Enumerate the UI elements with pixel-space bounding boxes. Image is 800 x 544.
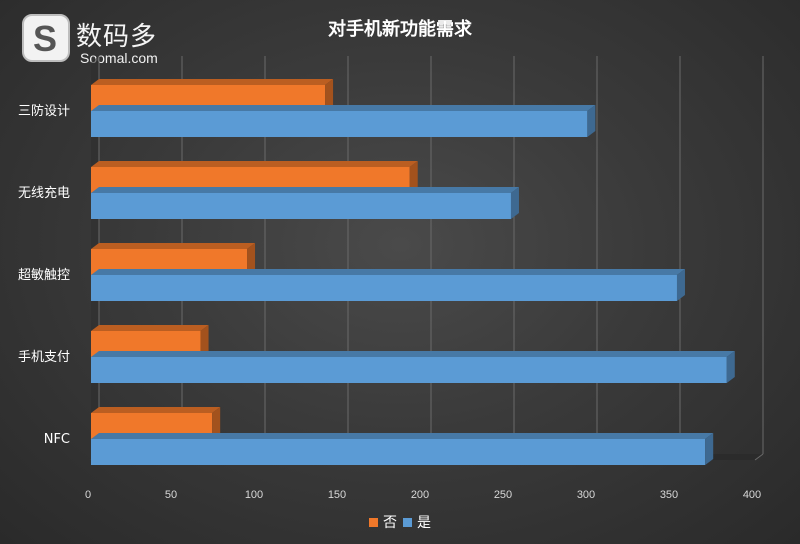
bar-end	[587, 105, 596, 137]
bar-是-三防设计	[91, 111, 588, 137]
chart-legend: 否是	[0, 512, 800, 532]
bar-top	[91, 243, 256, 249]
bar-top	[91, 433, 714, 439]
bar-top	[91, 105, 596, 111]
bar-top	[91, 351, 735, 357]
x-tick-label: 50	[165, 489, 177, 501]
bar-是-手机支付	[91, 357, 727, 383]
bar-top	[91, 161, 418, 167]
bar-end	[409, 161, 418, 193]
bar-end	[705, 433, 714, 465]
y-category-label: 超敏触控	[18, 268, 70, 283]
x-tick-label: 200	[411, 489, 429, 501]
logo-mark-icon: S	[22, 14, 70, 62]
bar-是-NFC	[91, 439, 706, 465]
bar-top	[91, 407, 221, 413]
legend-item: 否	[369, 512, 397, 532]
legend-swatch	[369, 517, 378, 527]
bar-end	[325, 79, 334, 111]
bar-end	[247, 243, 256, 275]
bar-top	[91, 187, 519, 193]
y-category-label: 手机支付	[18, 350, 70, 365]
x-tick-label: 250	[494, 489, 512, 501]
bar-top	[91, 325, 209, 331]
logo-text-cn: 数码多	[76, 22, 158, 52]
soomal-logo: S 数码多 Soomal.com	[22, 14, 172, 72]
bar-end	[676, 269, 685, 301]
legend-item: 是	[403, 512, 431, 532]
bar-是-超敏触控	[91, 275, 677, 301]
bar-end	[212, 407, 221, 439]
legend-swatch	[403, 517, 412, 527]
y-category-label: NFC	[44, 432, 70, 447]
x-tick-label: 300	[577, 489, 595, 501]
bar-end	[726, 351, 735, 383]
bar-top	[91, 269, 685, 275]
x-tick-label: 150	[328, 489, 346, 501]
y-category-label: 三防设计	[18, 103, 70, 119]
chart-title: 对手机新功能需求	[328, 19, 472, 40]
legend-label: 否	[383, 515, 397, 531]
x-tick-label: 100	[245, 489, 263, 501]
x-tick-label: 350	[660, 489, 678, 501]
y-category-label: 无线充电	[18, 185, 70, 201]
x-tick-label: 400	[743, 489, 761, 501]
bar-top	[91, 79, 334, 85]
x-tick-label: 0	[85, 489, 91, 501]
legend-label: 是	[417, 515, 431, 531]
gridline-floor	[754, 453, 764, 461]
bar-是-无线充电	[91, 193, 511, 219]
bar-end	[510, 187, 519, 219]
bar-end	[200, 325, 209, 357]
